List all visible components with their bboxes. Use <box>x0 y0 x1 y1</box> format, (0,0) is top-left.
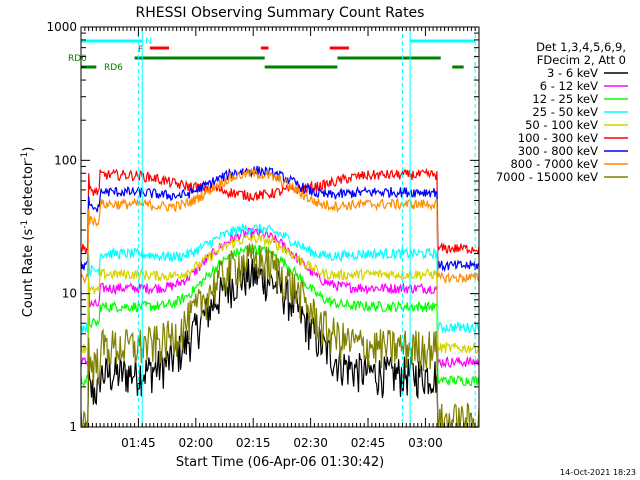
y-axis-label-prefix: Count Rate (s <box>21 229 36 318</box>
series-line-4 <box>80 222 480 335</box>
x-tick-label: 02:15 <box>236 436 271 450</box>
y-axis-label-sup1: -1 <box>20 220 30 229</box>
series-line-2 <box>80 227 480 369</box>
legend: Det 1,3,4,5,6,9, FDecim 2, Att 0 3 - 6 k… <box>496 40 628 184</box>
x-tick-label: 02:30 <box>293 436 328 450</box>
event-bars: NF RD0 RD6 <box>68 27 476 427</box>
event-label-rd0: RD0 <box>68 54 87 64</box>
timestamp: 14-Oct-2021 18:23 <box>560 468 636 477</box>
event-label-n: N <box>145 37 152 47</box>
event-label-f: F <box>138 45 143 55</box>
legend-label-9: 7000 - 15000 keV <box>496 170 598 184</box>
legend-label-3: 12 - 25 keV <box>532 92 598 106</box>
legend-label-8: 800 - 7000 keV <box>510 157 598 171</box>
plot-lines <box>80 165 480 429</box>
y-axis: 1 10 100 1000 <box>46 20 479 434</box>
series-line-8 <box>80 167 480 285</box>
legend-header-2: FDecim 2, Att 0 <box>537 53 626 67</box>
series-line-3 <box>80 244 480 387</box>
y-tick-label: 1 <box>69 420 77 434</box>
y-tick-label: 100 <box>54 153 77 167</box>
y-tick-label: 1000 <box>46 20 77 34</box>
y-axis-label-suffix: ) <box>21 147 36 152</box>
legend-label-1: 3 - 6 keV <box>547 66 598 80</box>
event-label-rd6: RD6 <box>104 63 123 73</box>
legend-label-5: 50 - 100 keV <box>525 118 598 132</box>
legend-label-4: 25 - 50 keV <box>532 105 598 119</box>
series-line-7 <box>80 165 480 273</box>
series-line-9 <box>80 243 480 429</box>
x-axis-label: Start Time (06-Apr-06 01:30:42) <box>176 455 384 470</box>
series-line-6 <box>80 167 480 255</box>
series-line-5 <box>80 233 480 355</box>
y-tick-label: 10 <box>62 287 77 301</box>
y-axis-label: Count Rate (s-1 detector-1) <box>20 147 36 318</box>
y-axis-label-mid: detector <box>21 160 36 220</box>
x-tick-label: 02:00 <box>179 436 214 450</box>
x-tick-label: 01:45 <box>121 436 156 450</box>
x-axis: 01:45 02:00 02:15 02:30 02:45 03:00 <box>80 27 480 450</box>
series-line-1 <box>81 258 479 428</box>
legend-header-1: Det 1,3,4,5,6,9, <box>536 40 626 54</box>
legend-label-6: 100 - 300 keV <box>518 131 598 145</box>
legend-label-7: 300 - 800 keV <box>518 144 598 158</box>
x-tick-label: 02:45 <box>351 436 386 450</box>
x-tick-label: 03:00 <box>408 436 443 450</box>
y-axis-label-sup2: -1 <box>20 152 30 161</box>
chart-title: RHESSI Observing Summary Count Rates <box>136 5 425 21</box>
legend-label-2: 6 - 12 keV <box>540 79 598 93</box>
